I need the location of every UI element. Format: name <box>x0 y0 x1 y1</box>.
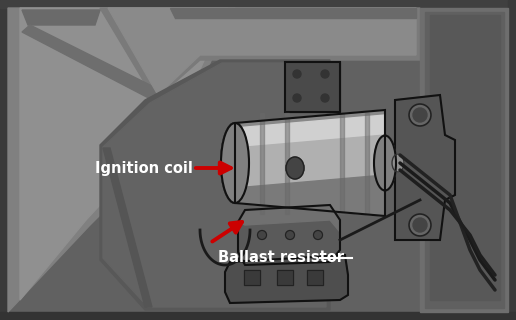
Ellipse shape <box>293 94 301 102</box>
Polygon shape <box>238 205 340 232</box>
Ellipse shape <box>285 230 295 239</box>
Bar <box>277 270 293 285</box>
Polygon shape <box>395 95 455 240</box>
Polygon shape <box>100 60 330 310</box>
Polygon shape <box>235 135 385 195</box>
Ellipse shape <box>257 230 266 239</box>
Ellipse shape <box>409 104 431 126</box>
Ellipse shape <box>392 154 404 172</box>
Polygon shape <box>260 113 264 214</box>
Polygon shape <box>238 205 340 265</box>
Ellipse shape <box>286 157 304 179</box>
Polygon shape <box>340 113 344 214</box>
Ellipse shape <box>314 230 322 239</box>
Polygon shape <box>425 12 504 308</box>
Bar <box>277 270 293 285</box>
Ellipse shape <box>221 123 249 203</box>
Polygon shape <box>235 175 385 216</box>
Ellipse shape <box>293 70 301 78</box>
Text: Ignition coil: Ignition coil <box>95 161 193 175</box>
Bar <box>307 270 323 285</box>
Polygon shape <box>365 113 369 214</box>
Polygon shape <box>508 0 516 320</box>
Polygon shape <box>235 110 385 216</box>
Polygon shape <box>285 113 289 214</box>
Ellipse shape <box>374 135 396 190</box>
Polygon shape <box>235 115 385 165</box>
Bar <box>285 62 340 112</box>
Polygon shape <box>22 25 170 105</box>
Bar <box>244 270 260 285</box>
Polygon shape <box>170 8 416 18</box>
Bar <box>285 62 340 112</box>
Ellipse shape <box>321 94 329 102</box>
Polygon shape <box>108 8 416 95</box>
Polygon shape <box>22 10 100 25</box>
Polygon shape <box>225 255 348 303</box>
Polygon shape <box>103 63 326 307</box>
Polygon shape <box>0 312 516 320</box>
Polygon shape <box>430 15 500 300</box>
Polygon shape <box>8 8 235 312</box>
Ellipse shape <box>221 123 249 203</box>
Ellipse shape <box>413 108 427 122</box>
Ellipse shape <box>409 214 431 236</box>
Bar <box>307 270 323 285</box>
Polygon shape <box>420 8 508 312</box>
Polygon shape <box>100 8 420 100</box>
Polygon shape <box>20 8 228 300</box>
Bar <box>244 270 260 285</box>
Ellipse shape <box>321 70 329 78</box>
Text: Ballast resistor: Ballast resistor <box>218 251 344 266</box>
Polygon shape <box>0 0 516 8</box>
Polygon shape <box>0 0 8 320</box>
Polygon shape <box>103 148 152 307</box>
Ellipse shape <box>413 218 427 232</box>
